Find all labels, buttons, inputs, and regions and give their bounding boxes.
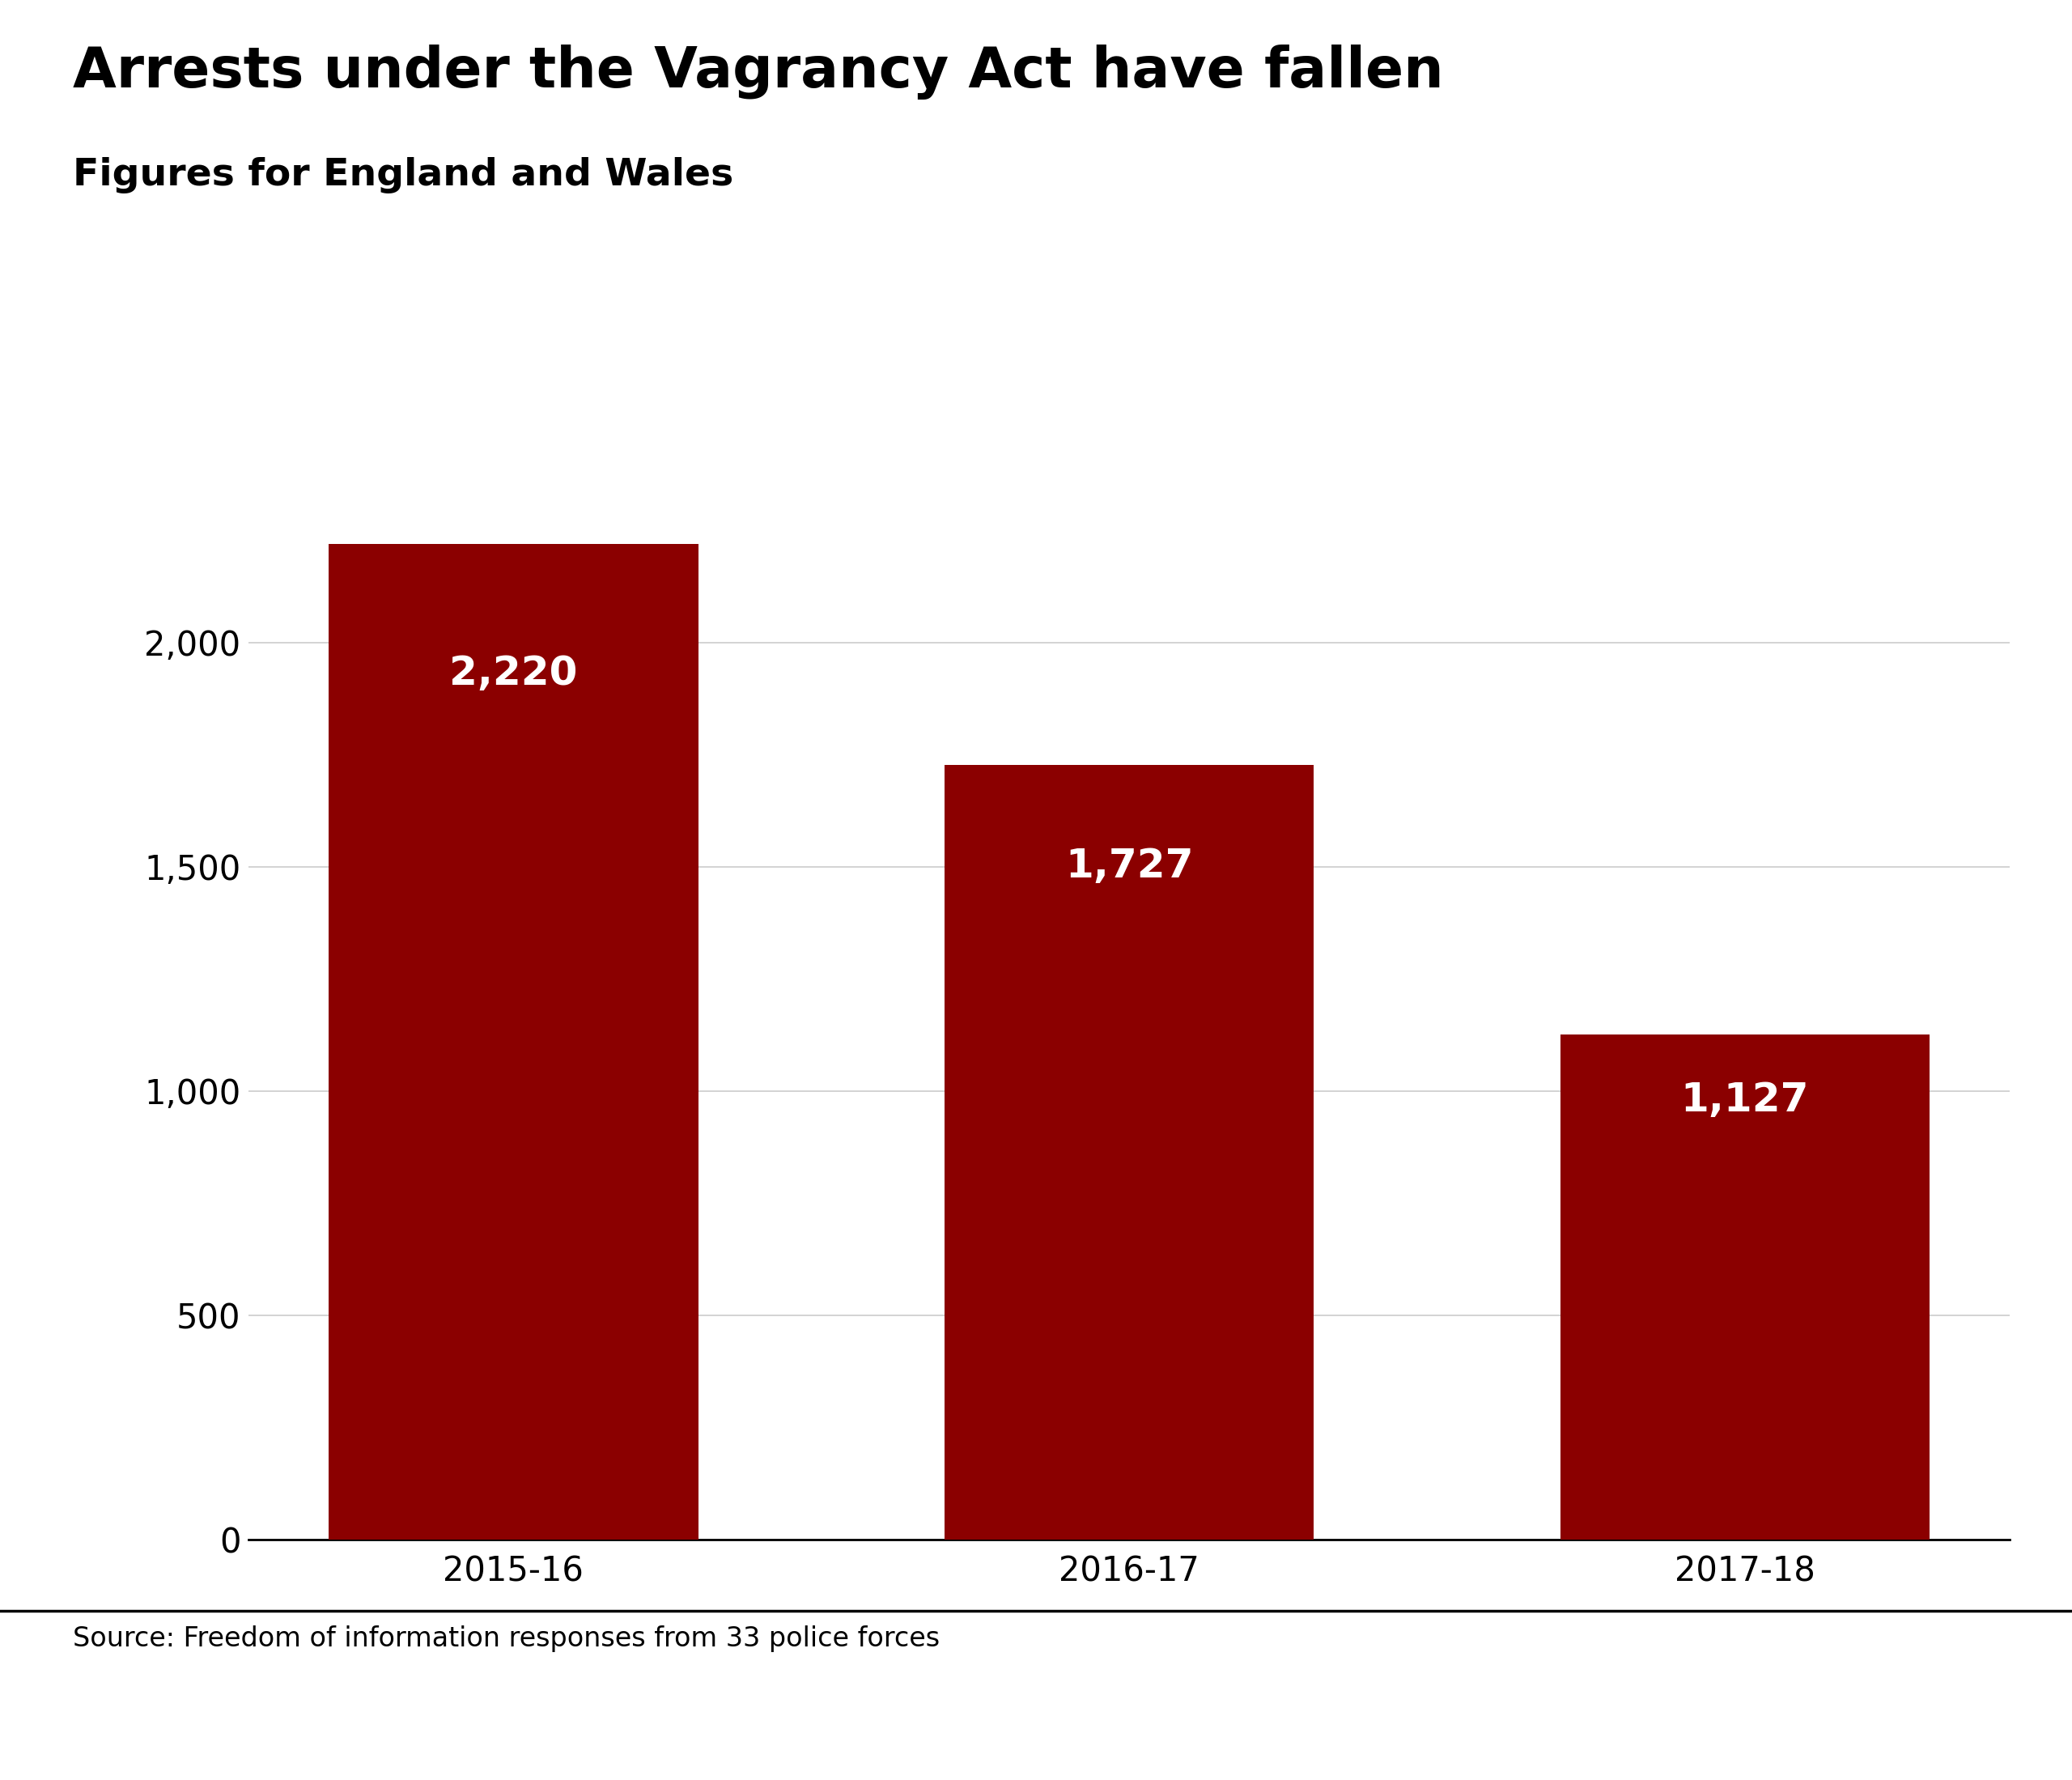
Text: C: C (1983, 1712, 1999, 1737)
Text: 2,220: 2,220 (450, 653, 578, 692)
Bar (1560, 1034, 1929, 1540)
Text: Source: Freedom of information responses from 33 police forces: Source: Freedom of information responses… (73, 1625, 939, 1652)
Bar (329, 545, 698, 1540)
Text: B: B (1803, 1712, 1823, 1737)
Text: Arrests under the Vagrancy Act have fallen: Arrests under the Vagrancy Act have fall… (73, 44, 1444, 100)
Text: B: B (1892, 1712, 1912, 1737)
Text: 1,127: 1,127 (1680, 1080, 1809, 1120)
Text: Figures for England and Wales: Figures for England and Wales (73, 157, 733, 192)
Text: 1,727: 1,727 (1065, 845, 1193, 885)
Bar (945, 765, 1314, 1540)
